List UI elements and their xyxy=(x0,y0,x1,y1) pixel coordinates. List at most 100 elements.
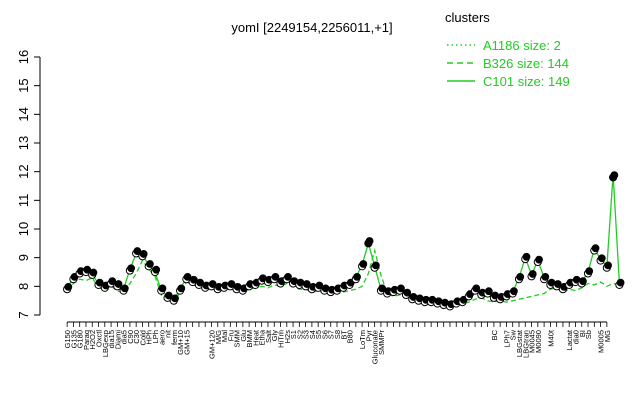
x-tick-label: LBGstat xyxy=(515,329,524,357)
x-tick-label: C90 xyxy=(126,330,135,344)
legend-entry-dashed: B326 size: 144 xyxy=(483,56,569,71)
data-point xyxy=(196,278,205,287)
data-point xyxy=(108,277,117,286)
x-tick-label: Diami xyxy=(113,330,122,350)
x-tick-label: nit xyxy=(164,329,173,338)
data-point xyxy=(516,272,525,281)
data-point xyxy=(139,250,148,258)
x-tick-label: H2s xyxy=(283,330,292,344)
x-tick-label: S3 xyxy=(302,330,311,339)
data-point xyxy=(510,287,518,296)
x-tick-label: GM+10 xyxy=(176,330,185,355)
data-point xyxy=(604,261,612,270)
data-point xyxy=(597,254,606,263)
data-point xyxy=(171,294,179,303)
data-point xyxy=(133,247,142,255)
x-tick-label: dia0 xyxy=(571,330,580,344)
y-tick-label: 9 xyxy=(16,254,31,261)
data-point xyxy=(359,260,368,268)
data-point xyxy=(522,252,531,261)
x-tick-label: Salt xyxy=(264,329,273,343)
x-tick-label: G180 xyxy=(76,330,85,348)
x-tick-label: M40t xyxy=(546,329,555,347)
x-tick-label: M0090 xyxy=(534,330,543,353)
data-point xyxy=(315,281,324,290)
x-tick-label: Heat xyxy=(251,329,260,346)
x-tick-label: dia5 xyxy=(120,330,129,344)
data-point xyxy=(302,280,311,288)
x-tick-label: GM+120 xyxy=(207,330,216,359)
x-tick-label: G150 xyxy=(63,330,72,348)
x-tick-label: S6 xyxy=(320,330,329,339)
data-point xyxy=(371,261,380,270)
x-tick-label: M0005 xyxy=(597,330,606,353)
x-tick-label: SMM xyxy=(233,330,242,348)
x-tick-label: LoTm xyxy=(358,330,367,349)
data-point xyxy=(553,280,562,288)
data-point xyxy=(403,288,412,297)
x-tick-label: SMMPr xyxy=(377,330,386,356)
x-tick-label: S1 xyxy=(289,330,298,339)
y-tick-label: 8 xyxy=(16,283,31,290)
data-point xyxy=(378,284,387,293)
x-tick-label: Oxctl xyxy=(95,330,104,347)
x-tick-label: S7 xyxy=(327,330,336,339)
x-tick-label: LBGexp xyxy=(101,330,110,357)
data-point xyxy=(541,272,550,281)
data-point xyxy=(183,272,192,281)
data-point xyxy=(177,284,186,293)
y-tick-label: 16 xyxy=(16,50,31,64)
x-tick-label: Lactat xyxy=(565,329,574,350)
data-point xyxy=(579,277,587,286)
data-point xyxy=(146,260,154,268)
x-tick-label: Paraq xyxy=(82,330,91,350)
y-tick-label: 12 xyxy=(16,164,31,178)
x-tick-label: B80 xyxy=(346,330,355,343)
legend-title: clusters xyxy=(445,10,490,25)
x-tick-label: C30 xyxy=(132,330,141,344)
data-point xyxy=(365,237,374,245)
x-tick-label: M/G xyxy=(214,330,223,344)
data-point xyxy=(610,171,619,180)
data-point xyxy=(89,268,98,277)
x-tick-label: S4 xyxy=(308,330,317,339)
x-tick-label: Glu xyxy=(239,330,248,342)
x-tick-label: MG xyxy=(603,330,612,342)
x-tick-label: HPh xyxy=(145,330,154,345)
x-tick-label: Sw xyxy=(509,329,518,340)
x-tick-label: Fru xyxy=(226,330,235,341)
x-tick-label: G135 xyxy=(69,330,78,348)
data-point xyxy=(484,287,493,296)
data-point xyxy=(535,255,543,264)
x-axis: G150G135G180ParaqH2O2OxctlLBGexpdia15Dia… xyxy=(63,321,612,364)
data-point xyxy=(208,280,217,288)
data-point xyxy=(472,284,481,293)
x-tick-label: Gluconate xyxy=(371,330,380,364)
data-point xyxy=(64,283,73,291)
x-tick-label: LBGtran xyxy=(521,330,530,358)
data-point xyxy=(189,275,198,284)
data-point xyxy=(227,280,236,288)
x-tick-label: LPh xyxy=(151,330,160,343)
x-tick-label: BI xyxy=(578,330,587,337)
legend-entry-solid: C101 size: 149 xyxy=(483,74,570,89)
x-tick-label: Pyr xyxy=(364,329,373,341)
x-tick-label: H2O2 xyxy=(88,330,97,350)
x-tick-label: Cold xyxy=(138,330,147,345)
x-tick-label: Sb xyxy=(584,330,593,339)
x-tick-label: LPh7 xyxy=(502,330,511,348)
y-tick-label: 14 xyxy=(16,107,31,121)
x-tick-label: BT xyxy=(339,330,348,340)
data-point xyxy=(591,244,600,253)
data-point xyxy=(528,270,537,278)
y-tick-label: 13 xyxy=(16,136,31,150)
y-tick-label: 11 xyxy=(16,194,31,208)
data-point xyxy=(284,272,292,281)
data-point xyxy=(152,265,161,274)
data-point xyxy=(164,291,173,300)
data-point xyxy=(616,278,625,287)
y-tick-label: 7 xyxy=(16,311,31,318)
data-point xyxy=(585,267,594,276)
x-tick-label: Etha xyxy=(258,329,267,345)
